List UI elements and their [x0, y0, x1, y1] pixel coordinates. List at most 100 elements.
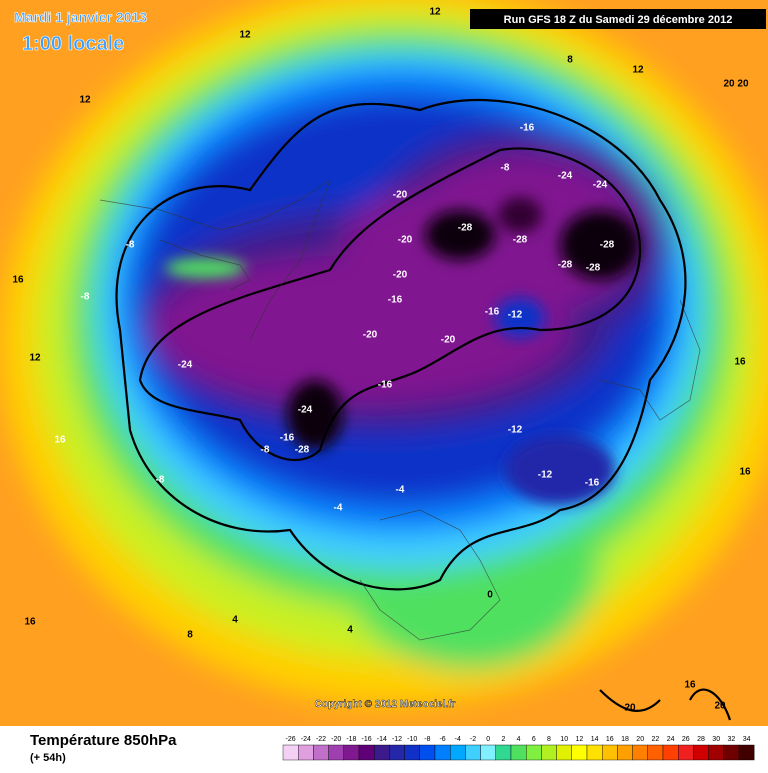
- contour-label: -20: [398, 235, 413, 246]
- scale-label: 32: [728, 736, 736, 743]
- contour-label: 16: [734, 357, 746, 368]
- scale-label: -18: [346, 736, 356, 743]
- scale-label: -16: [362, 736, 372, 743]
- contour-label: -16: [388, 295, 403, 306]
- scale-swatch: [328, 744, 345, 761]
- contour-label: -24: [298, 405, 313, 416]
- contour-label: -8: [81, 292, 90, 303]
- scale-swatch: [723, 744, 740, 761]
- scale-swatch: [434, 744, 451, 761]
- contour-label: -24: [593, 180, 608, 191]
- contour-label: -20: [363, 330, 378, 341]
- contour-label: 4: [347, 625, 353, 636]
- scale-swatch: [632, 744, 648, 761]
- scale-swatch: [374, 744, 390, 761]
- contour-label: -16: [280, 433, 295, 444]
- scale-swatch: [480, 744, 497, 761]
- scale-label: 12: [576, 736, 584, 743]
- scale-swatch: [647, 744, 664, 761]
- contour-label: -28: [458, 223, 473, 234]
- scale-swatch: [602, 744, 618, 761]
- scale-swatch: [662, 744, 679, 761]
- scale-label: 16: [606, 736, 614, 743]
- scale-label: -24: [301, 736, 311, 743]
- contour-label: 20: [714, 701, 726, 712]
- scale-swatch: [389, 744, 405, 761]
- scale-swatch: [419, 744, 436, 761]
- contour-label: -4: [396, 485, 405, 496]
- scale-swatch: [358, 744, 375, 761]
- contour-label: 8: [187, 630, 193, 641]
- contour-label: 16: [54, 435, 66, 446]
- contour-label: -8: [126, 240, 135, 251]
- contour-label: 20: [624, 703, 636, 714]
- lead-time: (+ 54h): [30, 752, 66, 764]
- temperature-field: [0, 0, 768, 726]
- contour-lines: [115, 98, 732, 721]
- contour-label: -28: [586, 263, 601, 274]
- scale-label: 8: [547, 736, 551, 743]
- scale-label: 18: [621, 736, 629, 743]
- contour-label: 12: [29, 353, 41, 364]
- contour-label: -16: [378, 380, 393, 391]
- scale-label: -14: [377, 736, 387, 743]
- run-box: [470, 9, 766, 29]
- contour-label: -28: [558, 260, 573, 271]
- scale-label: 14: [591, 736, 599, 743]
- contour-label: -20: [393, 270, 408, 281]
- scale-swatch: [343, 744, 360, 761]
- contour-label: -20: [393, 190, 408, 201]
- contour-label: -24: [178, 360, 193, 371]
- scale-swatch: [510, 744, 527, 761]
- contour-label: -28: [513, 235, 528, 246]
- contour-label: -28: [600, 240, 615, 251]
- contour-label: -20: [441, 335, 456, 346]
- scale-swatch: [298, 744, 314, 761]
- coastlines: [99, 179, 701, 641]
- scale-label: 22: [652, 736, 660, 743]
- scale-swatch: [678, 744, 694, 761]
- scale-label: 20: [636, 736, 644, 743]
- contour-label: 16: [12, 275, 24, 286]
- contour-label: 16: [684, 680, 696, 691]
- scale-label: -4: [455, 736, 461, 743]
- scale-label: 28: [697, 736, 705, 743]
- scale-swatch: [313, 744, 329, 761]
- contour-label: 16: [24, 617, 36, 628]
- scale-swatch: [586, 744, 603, 761]
- contour-label: -16: [585, 478, 600, 489]
- scale-swatch: [495, 744, 512, 761]
- scale-label: -8: [424, 736, 430, 743]
- contour-label: -16: [485, 307, 500, 318]
- scale-swatch: [450, 744, 466, 761]
- scale-label: -22: [316, 736, 326, 743]
- color-scale: -26 -24 -22 -20 -18 -16 -14 -12 -10 -8 -6 -4 -2 0 2 4 6 8…: [282, 736, 755, 761]
- contour-label: -12: [508, 310, 523, 321]
- contour-label: -12: [508, 425, 523, 436]
- contour-label: -16: [520, 123, 535, 134]
- scale-label: 4: [517, 736, 521, 743]
- scale-label: 6: [532, 736, 536, 743]
- contour-label: -24: [558, 171, 573, 182]
- date-title: Mardi 1 janvier 2013: [14, 9, 147, 25]
- contour-label: 12: [79, 95, 91, 106]
- scale-swatch: [541, 744, 557, 761]
- scale-swatch: [571, 744, 588, 761]
- scale-swatch: [556, 744, 572, 761]
- time-title: 1:00 locale: [22, 33, 124, 55]
- contour-label: 4: [232, 615, 238, 626]
- scale-label: 34: [743, 736, 751, 743]
- parameter-title: Température 850hPa: [30, 732, 177, 749]
- scale-swatch: [617, 744, 633, 761]
- contour-label: 20 20: [723, 79, 748, 90]
- contour-label: -8: [156, 475, 165, 486]
- scale-label: -6: [439, 736, 445, 743]
- contour-label: 16: [739, 467, 751, 478]
- run-info: Run GFS 18 Z du Samedi 29 décembre 2012: [504, 14, 733, 26]
- contour-label: 8: [567, 55, 573, 66]
- contour-label: -8: [501, 163, 510, 174]
- contour-label: 12: [429, 7, 441, 18]
- contour-label: 0: [487, 590, 493, 601]
- scale-label: -26: [286, 736, 296, 743]
- contour-label: 12: [239, 30, 251, 41]
